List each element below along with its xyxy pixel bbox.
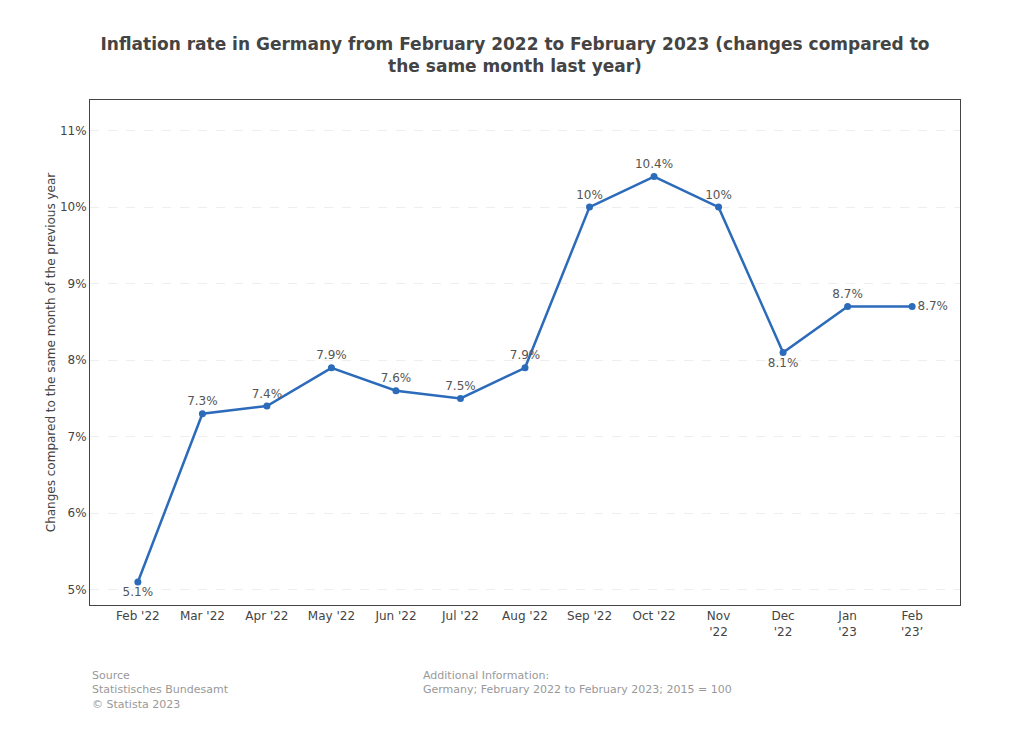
svg-text:Changes compared to the same m: Changes compared to the same month of th… — [44, 173, 58, 533]
svg-text:5%: 5% — [68, 583, 87, 597]
svg-text:7.5%: 7.5% — [445, 379, 476, 393]
svg-text:Jan'23: Jan'23 — [837, 609, 857, 639]
svg-text:10%: 10% — [705, 188, 732, 202]
svg-text:8.7%: 8.7% — [832, 287, 863, 301]
svg-text:5.1%: 5.1% — [123, 585, 153, 599]
svg-text:Aug '22: Aug '22 — [502, 609, 548, 623]
svg-text:Sep '22: Sep '22 — [567, 609, 612, 623]
svg-text:Nov'22: Nov'22 — [707, 609, 730, 639]
svg-text:8.1%: 8.1% — [768, 356, 799, 370]
svg-text:10%: 10% — [576, 188, 603, 202]
svg-text:9%: 9% — [68, 277, 87, 291]
svg-text:Feb'23’: Feb'23’ — [901, 609, 923, 639]
svg-text:11%: 11% — [60, 124, 87, 138]
svg-text:Jul '22: Jul '22 — [441, 609, 479, 623]
svg-text:7.6%: 7.6% — [381, 371, 412, 385]
svg-text:10.4%: 10.4% — [635, 157, 673, 171]
svg-text:7.3%: 7.3% — [187, 394, 218, 408]
svg-text:6%: 6% — [68, 506, 87, 520]
svg-text:Jun '22: Jun '22 — [374, 609, 416, 623]
svg-text:7.4%: 7.4% — [252, 387, 282, 401]
svg-text:Feb '22: Feb '22 — [116, 609, 160, 623]
svg-text:7%: 7% — [68, 430, 87, 444]
svg-text:8.7%: 8.7% — [918, 299, 949, 313]
svg-text:Dec'22: Dec'22 — [771, 609, 794, 639]
svg-text:SourceStatistisches Bundesamt©: SourceStatistisches Bundesamt© Statista … — [92, 669, 229, 711]
svg-text:May '22: May '22 — [308, 609, 355, 623]
svg-text:Apr '22: Apr '22 — [245, 609, 288, 623]
svg-text:Oct '22: Oct '22 — [632, 609, 675, 623]
svg-text:Additional Information:Germany: Additional Information:Germany; February… — [423, 669, 732, 696]
svg-text:Inflation rate in Germany from: Inflation rate in Germany from February … — [101, 34, 930, 76]
svg-text:7.9%: 7.9% — [510, 348, 541, 362]
svg-text:10%: 10% — [60, 200, 87, 214]
svg-text:Mar '22: Mar '22 — [180, 609, 225, 623]
svg-text:7.9%: 7.9% — [316, 348, 347, 362]
svg-text:8%: 8% — [68, 353, 87, 367]
